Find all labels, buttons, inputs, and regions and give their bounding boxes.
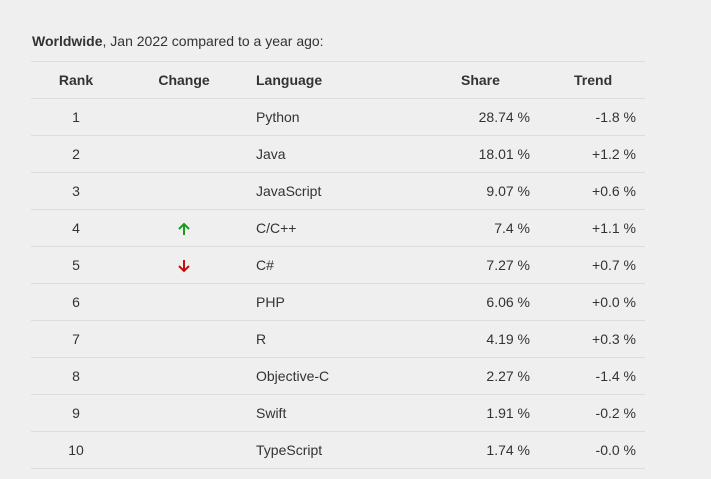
language-cell: Python (247, 98, 449, 136)
table-row: 2 Java 18.01 % +1.2 % (31, 135, 645, 173)
language-cell: C/C++ (247, 209, 449, 247)
language-cell: TypeScript (247, 431, 449, 469)
trend-cell: -1.4 % (539, 357, 645, 395)
trend-cell: +1.1 % (539, 209, 645, 247)
share-cell: 9.07 % (449, 172, 539, 210)
share-cell: 28.74 % (449, 98, 539, 136)
share-cell: 1.74 % (449, 431, 539, 469)
share-cell: 7.27 % (449, 246, 539, 284)
rank-cell: 10 (31, 431, 121, 469)
header-cell: Language (247, 61, 449, 99)
language-cell: Swift (247, 394, 449, 432)
change-cell (121, 394, 247, 432)
change-cell (121, 135, 247, 173)
rank-cell: 3 (31, 172, 121, 210)
share-cell: 2.27 % (449, 357, 539, 395)
language-cell: PHP (247, 283, 449, 321)
share-cell: 18.01 % (449, 135, 539, 173)
ranking-table: Rank Change Language Share Trend 1 Python… (31, 61, 645, 469)
change-cell (121, 431, 247, 469)
caption-bold: Worldwide (32, 33, 103, 49)
share-cell: 7.4 % (449, 209, 539, 247)
table-row: 6 PHP 6.06 % +0.0 % (31, 283, 645, 321)
share-cell: 6.06 % (449, 283, 539, 321)
rank-cell: 7 (31, 320, 121, 358)
rank-cell: 4 (31, 209, 121, 247)
rank-cell: 6 (31, 283, 121, 321)
table-row: 10 TypeScript 1.74 % -0.0 % (31, 431, 645, 469)
header-cell: Rank (31, 61, 121, 99)
rank-cell: 2 (31, 135, 121, 173)
table-body: 1 Python 28.74 % -1.8 % 2 Java 18.01 % +1.2 % 3 J… (31, 98, 645, 469)
change-cell (121, 98, 247, 136)
rank-cell: 8 (31, 357, 121, 395)
header-cell: Trend (539, 61, 645, 99)
trend-cell: +0.6 % (539, 172, 645, 210)
header-cell: Change (121, 61, 247, 99)
rank-cell: 1 (31, 98, 121, 136)
change-cell (121, 320, 247, 358)
arrow-up (178, 222, 190, 236)
change-cell (121, 209, 247, 247)
table-row: 3 JavaScript 9.07 % +0.6 % (31, 172, 645, 210)
trend-cell: +0.3 % (539, 320, 645, 358)
trend-cell: +0.0 % (539, 283, 645, 321)
trend-cell: -0.2 % (539, 394, 645, 432)
table-row: 7 R 4.19 % +0.3 % (31, 320, 645, 358)
language-cell: R (247, 320, 449, 358)
trend-cell: -1.8 % (539, 98, 645, 136)
table-row: 1 Python 28.74 % -1.8 % (31, 98, 645, 136)
share-cell: 1.91 % (449, 394, 539, 432)
change-cell (121, 357, 247, 395)
caption-text: , Jan 2022 compared to a year ago: (102, 33, 324, 49)
trend-cell: +1.2 % (539, 135, 645, 173)
table-row: 8 Objective-C 2.27 % -1.4 % (31, 357, 645, 395)
language-cell: Objective-C (247, 357, 449, 395)
arrow-down (178, 260, 190, 273)
rank-cell: 5 (31, 246, 121, 284)
rank-cell: 9 (31, 394, 121, 432)
language-cell: C# (247, 246, 449, 284)
language-cell: Java (247, 135, 449, 173)
trend-cell: +0.7 % (539, 246, 645, 284)
caption: Worldwide, Jan 2022 compared to a year a… (32, 33, 324, 49)
language-cell: JavaScript (247, 172, 449, 210)
change-cell (121, 172, 247, 210)
change-cell (121, 283, 247, 321)
table-row: 5 C# 7.27 % +0.7 % (31, 246, 645, 284)
table-row: 4 C/C++ 7.4 % +1.1 % (31, 209, 645, 247)
change-cell (121, 246, 247, 284)
header-row: Rank Change Language Share Trend (31, 61, 645, 99)
table-row: 9 Swift 1.91 % -0.2 % (31, 394, 645, 432)
share-cell: 4.19 % (449, 320, 539, 358)
header-cell: Share (449, 61, 539, 99)
trend-cell: -0.0 % (539, 431, 645, 469)
